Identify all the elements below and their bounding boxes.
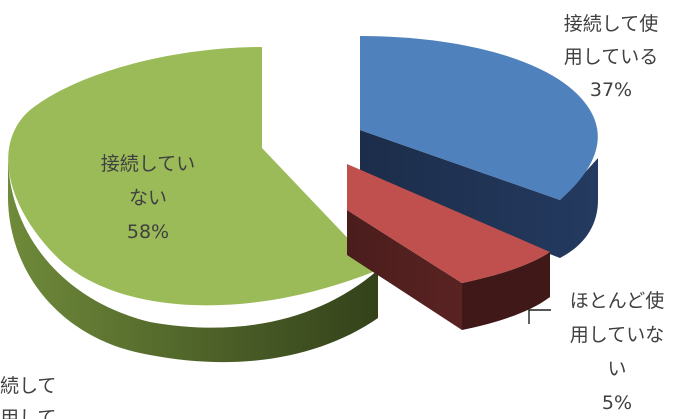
label-not-connected-percent: 58%: [127, 221, 169, 243]
pie-slice-not-connected: [7, 47, 379, 363]
label-rarely-percent: 5%: [602, 392, 632, 414]
pie-slice-rarely-side: [347, 210, 462, 330]
label-rarely-line-2: 用していな: [570, 324, 664, 346]
label-cut-off-line-1: 続して: [0, 375, 56, 397]
pie-slice-using-side: [360, 130, 598, 258]
pie-slice-using: [360, 36, 598, 258]
label-not-connected-line-2: ない: [129, 187, 167, 209]
label-not-connected: 接続してい ない 58%: [101, 153, 195, 243]
pie-slice-not-connected-side: [7, 150, 379, 363]
label-not-connected-line-1: 接続してい: [101, 153, 195, 175]
label-using: 接続して使 用している 37%: [564, 13, 658, 101]
label-rarely: ほとんど使 用していな い 5%: [570, 290, 664, 414]
label-using-percent: 37%: [590, 79, 632, 101]
pie-slice-using-top: [360, 36, 598, 200]
pie-slice-rarely-top: [347, 164, 550, 283]
label-rarely-line-3: い: [607, 358, 626, 380]
leader-line-rarely: [528, 309, 551, 324]
label-cut-off: 続して 用して: [0, 375, 56, 419]
label-using-line-2: 用している: [564, 46, 658, 68]
pie-slice-not-connected-top: [8, 47, 379, 306]
label-cut-off-line-2: 用して: [0, 407, 56, 419]
label-rarely-line-1: ほとんど使: [570, 290, 664, 312]
pie-slice-rarely-side-front: [462, 252, 550, 330]
pie-slice-rarely: [347, 164, 550, 330]
label-using-line-1: 接続して使: [564, 13, 658, 35]
